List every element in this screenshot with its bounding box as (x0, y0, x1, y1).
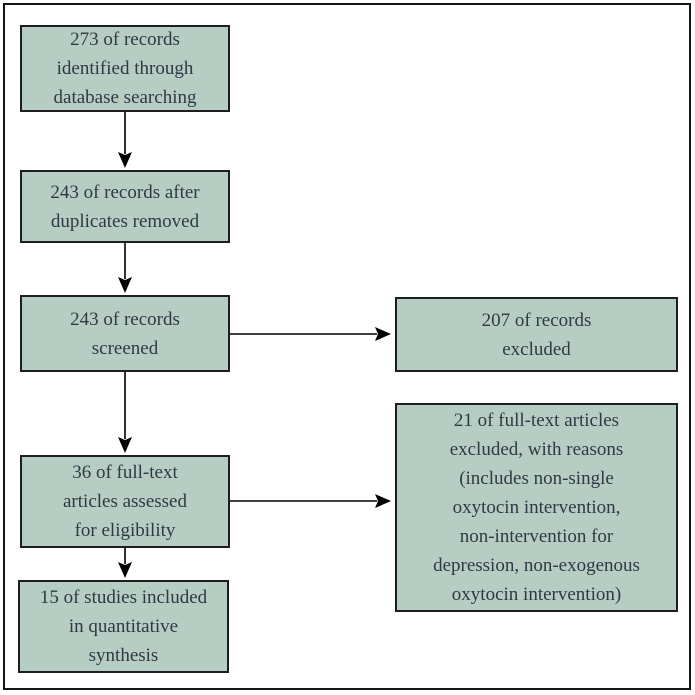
box-studies-included: 15 of studies included in quantitative s… (18, 580, 229, 673)
box-records-identified: 273 of records identified through databa… (20, 25, 230, 112)
box-fulltext-excluded: 21 of full-text articles excluded, with … (395, 403, 678, 612)
box-fulltext-assessed: 36 of full-text articles assessed for el… (20, 455, 230, 548)
box-records-screened: 243 of records screened (20, 295, 230, 372)
box-records-excluded: 207 of records excluded (395, 297, 678, 372)
box-duplicates-removed: 243 of records after duplicates removed (20, 170, 230, 243)
